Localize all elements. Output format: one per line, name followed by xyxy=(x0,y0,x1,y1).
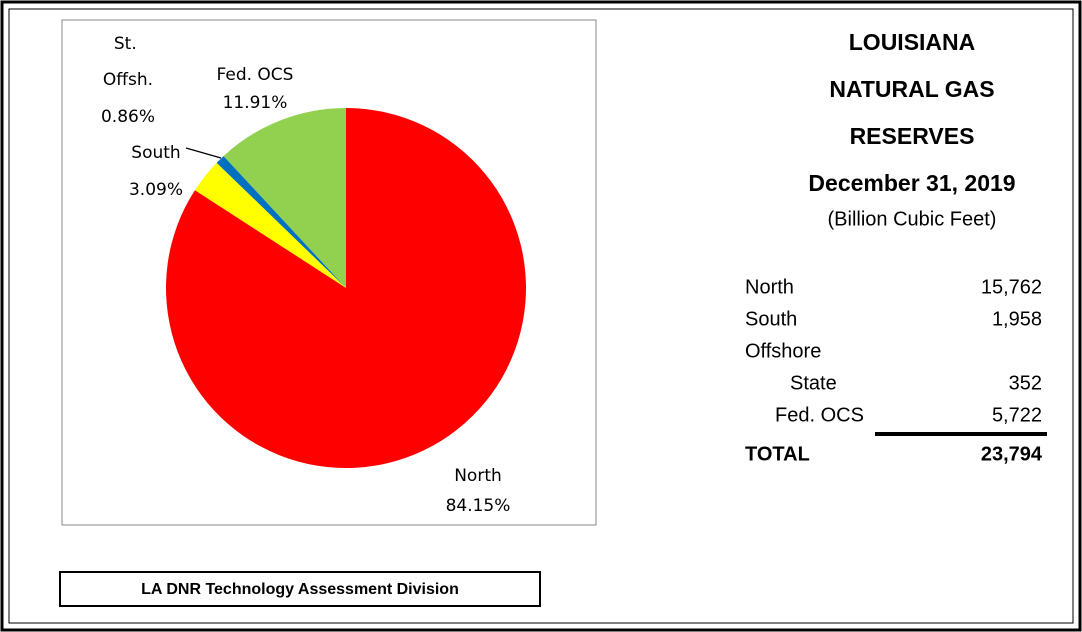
row-value: 352 xyxy=(1009,372,1042,394)
panel-units: (Billion Cubic Feet) xyxy=(828,208,997,230)
row-value: 15,762 xyxy=(981,276,1042,298)
slice-label: St. Offsh. xyxy=(103,34,153,90)
panel-title: LOUISIANA xyxy=(849,29,976,55)
slice-value-label: 0.86% xyxy=(101,107,155,127)
pie-slice xyxy=(216,156,346,288)
slice-label: Fed. OCS xyxy=(217,65,294,85)
total-value: 23,794 xyxy=(981,443,1043,465)
row-label: State xyxy=(790,372,837,394)
total-label: TOTAL xyxy=(745,443,810,465)
leader-line xyxy=(185,147,222,159)
row-value: 1,958 xyxy=(992,308,1042,330)
panel-title: NATURAL GAS xyxy=(829,76,994,102)
pie-slice xyxy=(223,108,346,288)
row-label: North xyxy=(745,276,794,298)
slice-value-label: 84.15% xyxy=(446,496,511,516)
row-label: South xyxy=(745,308,797,330)
pie-slice xyxy=(194,162,346,288)
footer-box xyxy=(59,571,541,607)
slice-label: South xyxy=(131,143,180,163)
panel-title: RESERVES xyxy=(850,123,975,149)
footer: LA DNR Technology Assessment Division xyxy=(141,581,459,598)
pie-slice xyxy=(166,108,527,468)
inner-border xyxy=(8,8,1074,624)
slice-label: North xyxy=(454,466,502,486)
slice-value-label: 3.09% xyxy=(129,180,183,200)
slice-value-label: 11.91% xyxy=(223,93,288,113)
panel-date: December 31, 2019 xyxy=(808,170,1015,196)
row-value: 5,722 xyxy=(992,404,1042,426)
row-label: Offshore xyxy=(745,340,821,362)
row-label: Fed. OCS xyxy=(775,404,864,426)
